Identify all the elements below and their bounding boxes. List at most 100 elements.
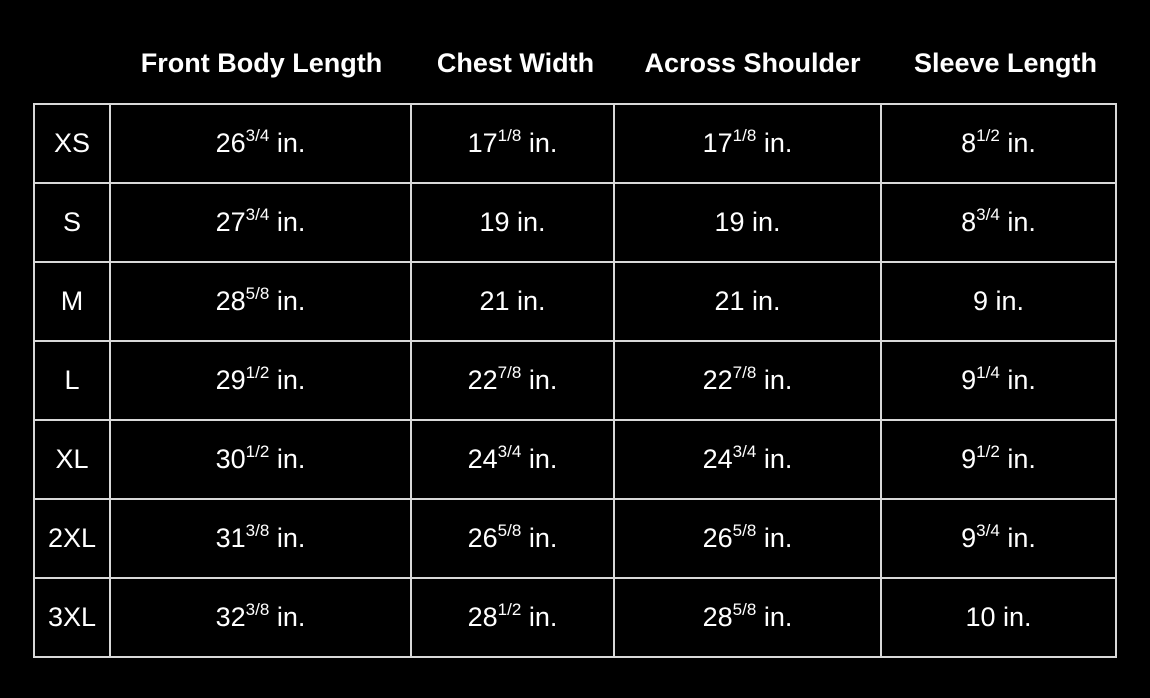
whole-value: 28 bbox=[702, 602, 733, 632]
measurement-cell: 273/4 in. bbox=[109, 182, 412, 263]
measurement-cell: 21 in. bbox=[613, 261, 882, 342]
unit-label: in. bbox=[763, 602, 793, 632]
unit-label: in. bbox=[528, 444, 558, 474]
measurement-cell: 243/4 in. bbox=[613, 419, 882, 500]
whole-value: 9 bbox=[961, 523, 977, 553]
fraction-value: 5/8 bbox=[497, 521, 522, 540]
size-label: XL bbox=[33, 419, 111, 500]
fraction-value: 1/2 bbox=[976, 442, 1000, 461]
measurement-cell: 21 in. bbox=[410, 261, 615, 342]
whole-value: 9 bbox=[961, 444, 977, 474]
fraction-value: 3/4 bbox=[732, 442, 757, 461]
unit-label: in. bbox=[517, 286, 546, 316]
unit-label: in. bbox=[276, 286, 306, 316]
whole-value: 31 bbox=[215, 523, 246, 553]
fraction-value: 1/2 bbox=[245, 363, 270, 382]
measurement-cell: 83/4 in. bbox=[880, 182, 1117, 263]
whole-value: 9 bbox=[961, 365, 977, 395]
whole-value: 30 bbox=[215, 444, 246, 474]
header-across-shoulder: Across Shoulder bbox=[644, 48, 861, 78]
measurement-cell: 9 in. bbox=[880, 261, 1117, 342]
fraction-value: 7/8 bbox=[497, 363, 522, 382]
header-front-body-length: Front Body Length bbox=[140, 48, 383, 78]
unit-label: in. bbox=[763, 128, 793, 158]
fraction-value: 7/8 bbox=[732, 363, 757, 382]
whole-value: 21 bbox=[714, 286, 745, 316]
fraction-value: 3/8 bbox=[245, 521, 270, 540]
whole-value: 21 bbox=[479, 286, 510, 316]
fraction-value: 3/4 bbox=[976, 205, 1000, 224]
measurement-cell: 285/8 in. bbox=[109, 261, 412, 342]
unit-label: in. bbox=[528, 523, 558, 553]
fraction-value: 1/8 bbox=[732, 126, 757, 145]
measurement-cell: 263/4 in. bbox=[109, 103, 412, 184]
whole-value: 29 bbox=[215, 365, 246, 395]
measurement-cell: 10 in. bbox=[880, 577, 1117, 658]
whole-value: 22 bbox=[702, 365, 733, 395]
unit-label: in. bbox=[276, 523, 306, 553]
fraction-value: 3/8 bbox=[245, 600, 270, 619]
measurement-cell: 91/4 in. bbox=[880, 340, 1117, 421]
fraction-value: 5/8 bbox=[732, 521, 757, 540]
whole-value: 8 bbox=[961, 207, 977, 237]
unit-label: in. bbox=[528, 602, 558, 632]
unit-label: in. bbox=[276, 365, 306, 395]
unit-label: in. bbox=[752, 286, 781, 316]
unit-label: in. bbox=[1007, 207, 1036, 237]
measurement-cell: 301/2 in. bbox=[109, 419, 412, 500]
fraction-value: 1/8 bbox=[497, 126, 522, 145]
size-label: L bbox=[33, 340, 111, 421]
unit-label: in. bbox=[752, 207, 781, 237]
unit-label: in. bbox=[763, 444, 793, 474]
measurement-cell: 81/2 in. bbox=[880, 103, 1117, 184]
whole-value: 32 bbox=[215, 602, 246, 632]
whole-value: 26 bbox=[702, 523, 733, 553]
table-row: XS 263/4 in. 171/8 in. 171/8 in. 81/2 in. bbox=[33, 103, 1117, 184]
unit-label: in. bbox=[276, 444, 306, 474]
fraction-value: 3/4 bbox=[497, 442, 522, 461]
unit-label: in. bbox=[1003, 602, 1032, 632]
unit-label: in. bbox=[276, 128, 306, 158]
measurement-cell: 323/8 in. bbox=[109, 577, 412, 658]
measurement-cell: 227/8 in. bbox=[613, 340, 882, 421]
unit-label: in. bbox=[1007, 444, 1036, 474]
whole-value: 17 bbox=[467, 128, 498, 158]
measurement-cell: 91/2 in. bbox=[880, 419, 1117, 500]
table-row: L 291/2 in. 227/8 in. 227/8 in. 91/4 in. bbox=[33, 340, 1117, 421]
unit-label: in. bbox=[763, 523, 793, 553]
unit-label: in. bbox=[1007, 365, 1036, 395]
measurement-cell: 19 in. bbox=[410, 182, 615, 263]
size-label: 2XL bbox=[33, 498, 111, 579]
table-row: 2XL 313/8 in. 265/8 in. 265/8 in. 93/4 in. bbox=[33, 498, 1117, 579]
table-row: 3XL 323/8 in. 281/2 in. 285/8 in. 10 in. bbox=[33, 577, 1117, 658]
whole-value: 17 bbox=[702, 128, 733, 158]
table-row: XL 301/2 in. 243/4 in. 243/4 in. 91/2 in. bbox=[33, 419, 1117, 500]
fraction-value: 5/8 bbox=[732, 600, 757, 619]
measurement-cell: 19 in. bbox=[613, 182, 882, 263]
unit-label: in. bbox=[763, 365, 793, 395]
size-chart-table: XS 263/4 in. 171/8 in. 171/8 in. 81/2 in. S 27… bbox=[33, 103, 1117, 658]
fraction-value: 1/2 bbox=[976, 126, 1000, 145]
fraction-value: 3/4 bbox=[976, 521, 1000, 540]
whole-value: 28 bbox=[215, 286, 246, 316]
measurement-cell: 171/8 in. bbox=[613, 103, 882, 184]
whole-value: 8 bbox=[961, 128, 977, 158]
whole-value: 26 bbox=[215, 128, 246, 158]
measurement-cell: 171/8 in. bbox=[410, 103, 615, 184]
whole-value: 24 bbox=[467, 444, 498, 474]
size-label: 3XL bbox=[33, 577, 111, 658]
fraction-value: 3/4 bbox=[245, 205, 270, 224]
fraction-value: 5/8 bbox=[245, 284, 270, 303]
unit-label: in. bbox=[528, 365, 558, 395]
unit-label: in. bbox=[276, 207, 306, 237]
size-label: M bbox=[33, 261, 111, 342]
measurement-cell: 93/4 in. bbox=[880, 498, 1117, 579]
header-chest-width: Chest Width bbox=[436, 48, 595, 78]
whole-value: 9 bbox=[972, 286, 988, 316]
whole-value: 19 bbox=[714, 207, 745, 237]
table-row: M 285/8 in. 21 in. 21 in. 9 in. bbox=[33, 261, 1117, 342]
whole-value: 10 bbox=[965, 602, 996, 632]
measurement-cell: 265/8 in. bbox=[613, 498, 882, 579]
size-label: XS bbox=[33, 103, 111, 184]
measurement-cell: 285/8 in. bbox=[613, 577, 882, 658]
